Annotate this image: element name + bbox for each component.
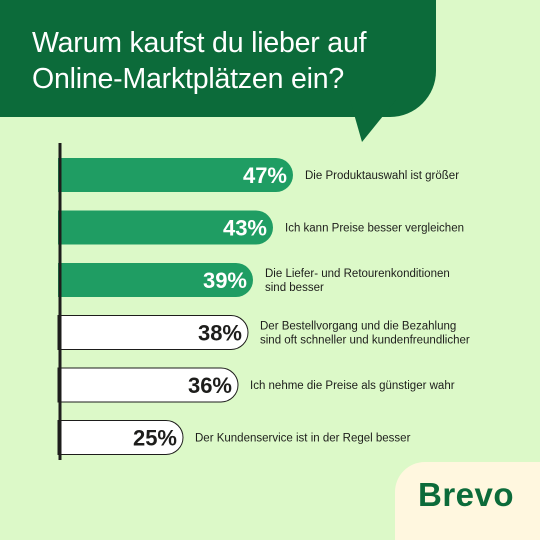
bar [57,367,239,403]
bar [58,210,273,245]
bar [58,263,253,297]
category-label-line: sind besser [265,282,324,294]
category-label-line: Der Kundenservice ist in der Regel besse… [195,433,411,445]
logo-badge: Brevo [395,462,540,540]
bar [57,315,249,350]
bar-value-label: 38% [198,321,242,346]
chart-title: Warum kaufst du lieber auf Online-Marktp… [32,25,367,97]
header-banner: Warum kaufst du lieber auf Online-Marktp… [0,0,436,117]
bar [58,158,293,192]
category-label: Der Bestellvorgang und die Bezahlung sind… [260,321,470,347]
title-line-1: Warum kaufst du lieber auf [32,27,367,59]
category-label-line: Der Bestellvorgang und die Bezahlung [260,321,456,333]
category-label: Die Produktauswahl ist größer [305,170,459,182]
brand-logo: Brevo [418,476,515,513]
category-label: Ich nehme die Preise als günstiger wahr [250,380,455,392]
category-label: Ich kann Preise besser vergleichen [285,223,464,235]
bar-value-label: 36% [188,373,232,398]
category-label-line: sind oft schneller und kundenfreundliche… [260,335,470,347]
bar-value-label: 25% [133,426,177,451]
bar-value-label: 43% [223,216,267,241]
category-label-line: Ich nehme die Preise als günstiger wahr [250,380,455,392]
bar [57,420,184,455]
bar-value-label: 47% [243,163,287,188]
category-label: Der Kundenservice ist in der Regel besse… [195,433,411,445]
bar-value-label: 39% [203,268,247,293]
category-label: Die Liefer- und Retourenkonditionen sind … [265,268,450,294]
title-line-2: Online-Marktplätzen ein? [32,63,345,95]
category-label-line: Die Produktauswahl ist größer [305,170,459,182]
category-label-line: Ich kann Preise besser vergleichen [285,223,464,235]
category-label-line: Die Liefer- und Retourenkonditionen [265,268,450,280]
